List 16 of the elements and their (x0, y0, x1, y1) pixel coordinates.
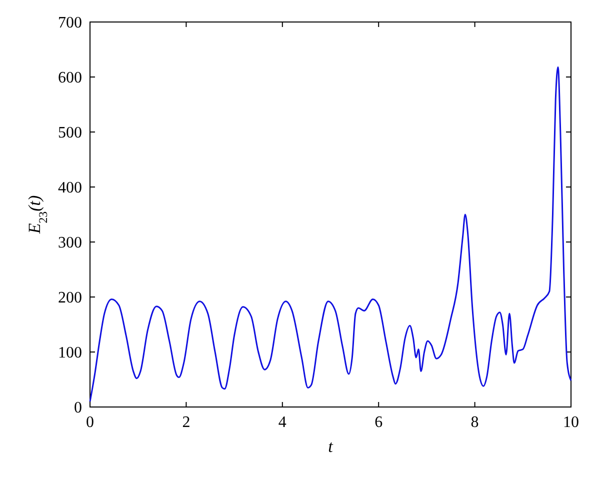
x-tick-label: 0 (86, 414, 94, 431)
y-tick-label: 600 (58, 70, 82, 87)
x-tick-label: 8 (470, 414, 479, 431)
line-series (89, 66, 572, 402)
y-tick-label: 300 (58, 234, 82, 252)
x-tick-label: 10 (563, 414, 579, 431)
y-tick-label: 0 (74, 400, 82, 417)
y-tick-label: 200 (58, 290, 82, 307)
x-tick-label: 6 (374, 414, 383, 431)
y-tick-label: 700 (58, 14, 82, 32)
x-axis-title: t (328, 437, 334, 456)
x-tick-label: 2 (182, 414, 190, 431)
y-tick-label: 100 (58, 344, 82, 362)
y-tick-label: 500 (58, 124, 82, 142)
x-tick-label: 4 (278, 414, 286, 431)
y-tick-label: 400 (58, 180, 82, 197)
